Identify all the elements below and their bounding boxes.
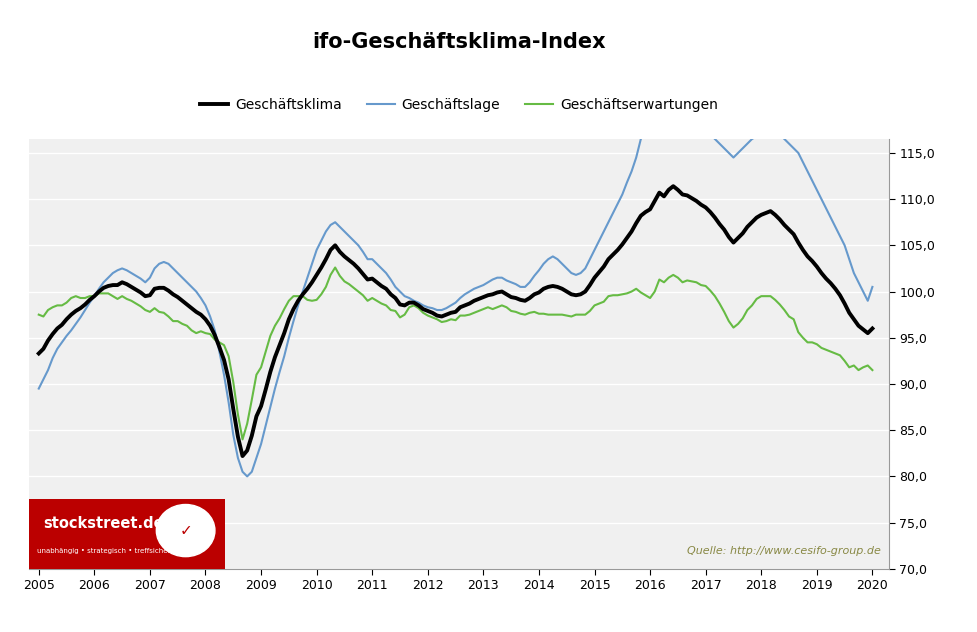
Text: unabhängig • strategisch • treffsicher: unabhängig • strategisch • treffsicher [37, 549, 170, 554]
Text: ifo-Geschäftsklima-Index: ifo-Geschäftsklima-Index [313, 32, 606, 52]
Text: Quelle: http://www.cesifo-group.de: Quelle: http://www.cesifo-group.de [687, 546, 880, 556]
Text: stockstreet.de: stockstreet.de [43, 516, 164, 531]
Ellipse shape [156, 504, 215, 557]
Legend: Geschäftsklima, Geschäftslage, Geschäftserwartungen: Geschäftsklima, Geschäftslage, Geschäfts… [195, 92, 723, 118]
FancyBboxPatch shape [29, 499, 225, 569]
Text: ✓: ✓ [179, 523, 192, 538]
